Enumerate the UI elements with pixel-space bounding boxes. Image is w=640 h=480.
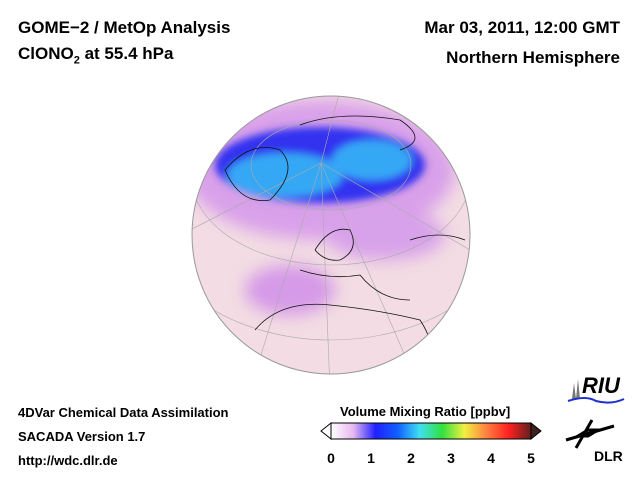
colorbar-max-arrow xyxy=(530,421,542,441)
colorbar-tick-label: 4 xyxy=(487,450,495,466)
riu-logo: RIU xyxy=(566,373,626,410)
footer-link[interactable]: http://wdc.dlr.de xyxy=(18,453,118,468)
title-species: ClONO2 at 55.4 hPa xyxy=(18,44,173,66)
title-line1: GOME−2 / MetOp Analysis xyxy=(18,18,231,37)
colorbar-bar xyxy=(330,422,532,440)
date-time: Mar 03, 2011, 12:00 GMT xyxy=(424,18,620,37)
colorbar-min-arrow xyxy=(320,421,332,441)
species-subscript: 2 xyxy=(73,54,80,67)
colorbar-tick-label: 1 xyxy=(367,450,375,466)
colorbar-label: Volume Mixing Ratio [ppbv] xyxy=(340,404,511,419)
colorbar-tick-label: 0 xyxy=(327,450,335,466)
dlr-text: DLR xyxy=(594,448,623,464)
colorbar-tick-label: 5 xyxy=(527,450,535,466)
pressure-level: at 55.4 hPa xyxy=(84,44,174,63)
colorbar-tick-label: 3 xyxy=(447,450,455,466)
riu-text: RIU xyxy=(582,373,620,398)
dlr-logo: DLR xyxy=(564,418,624,464)
riu-logo-icon xyxy=(567,379,625,404)
colorbar xyxy=(320,421,542,441)
colorbar-tick-label: 2 xyxy=(407,450,415,466)
region: Northern Hemisphere xyxy=(446,48,620,67)
dlr-logo-icon xyxy=(565,419,615,449)
species: ClONO xyxy=(18,44,74,63)
footer-line1: 4DVar Chemical Data Assimilation xyxy=(18,405,229,420)
footer-line2: SACADA Version 1.7 xyxy=(18,429,146,444)
